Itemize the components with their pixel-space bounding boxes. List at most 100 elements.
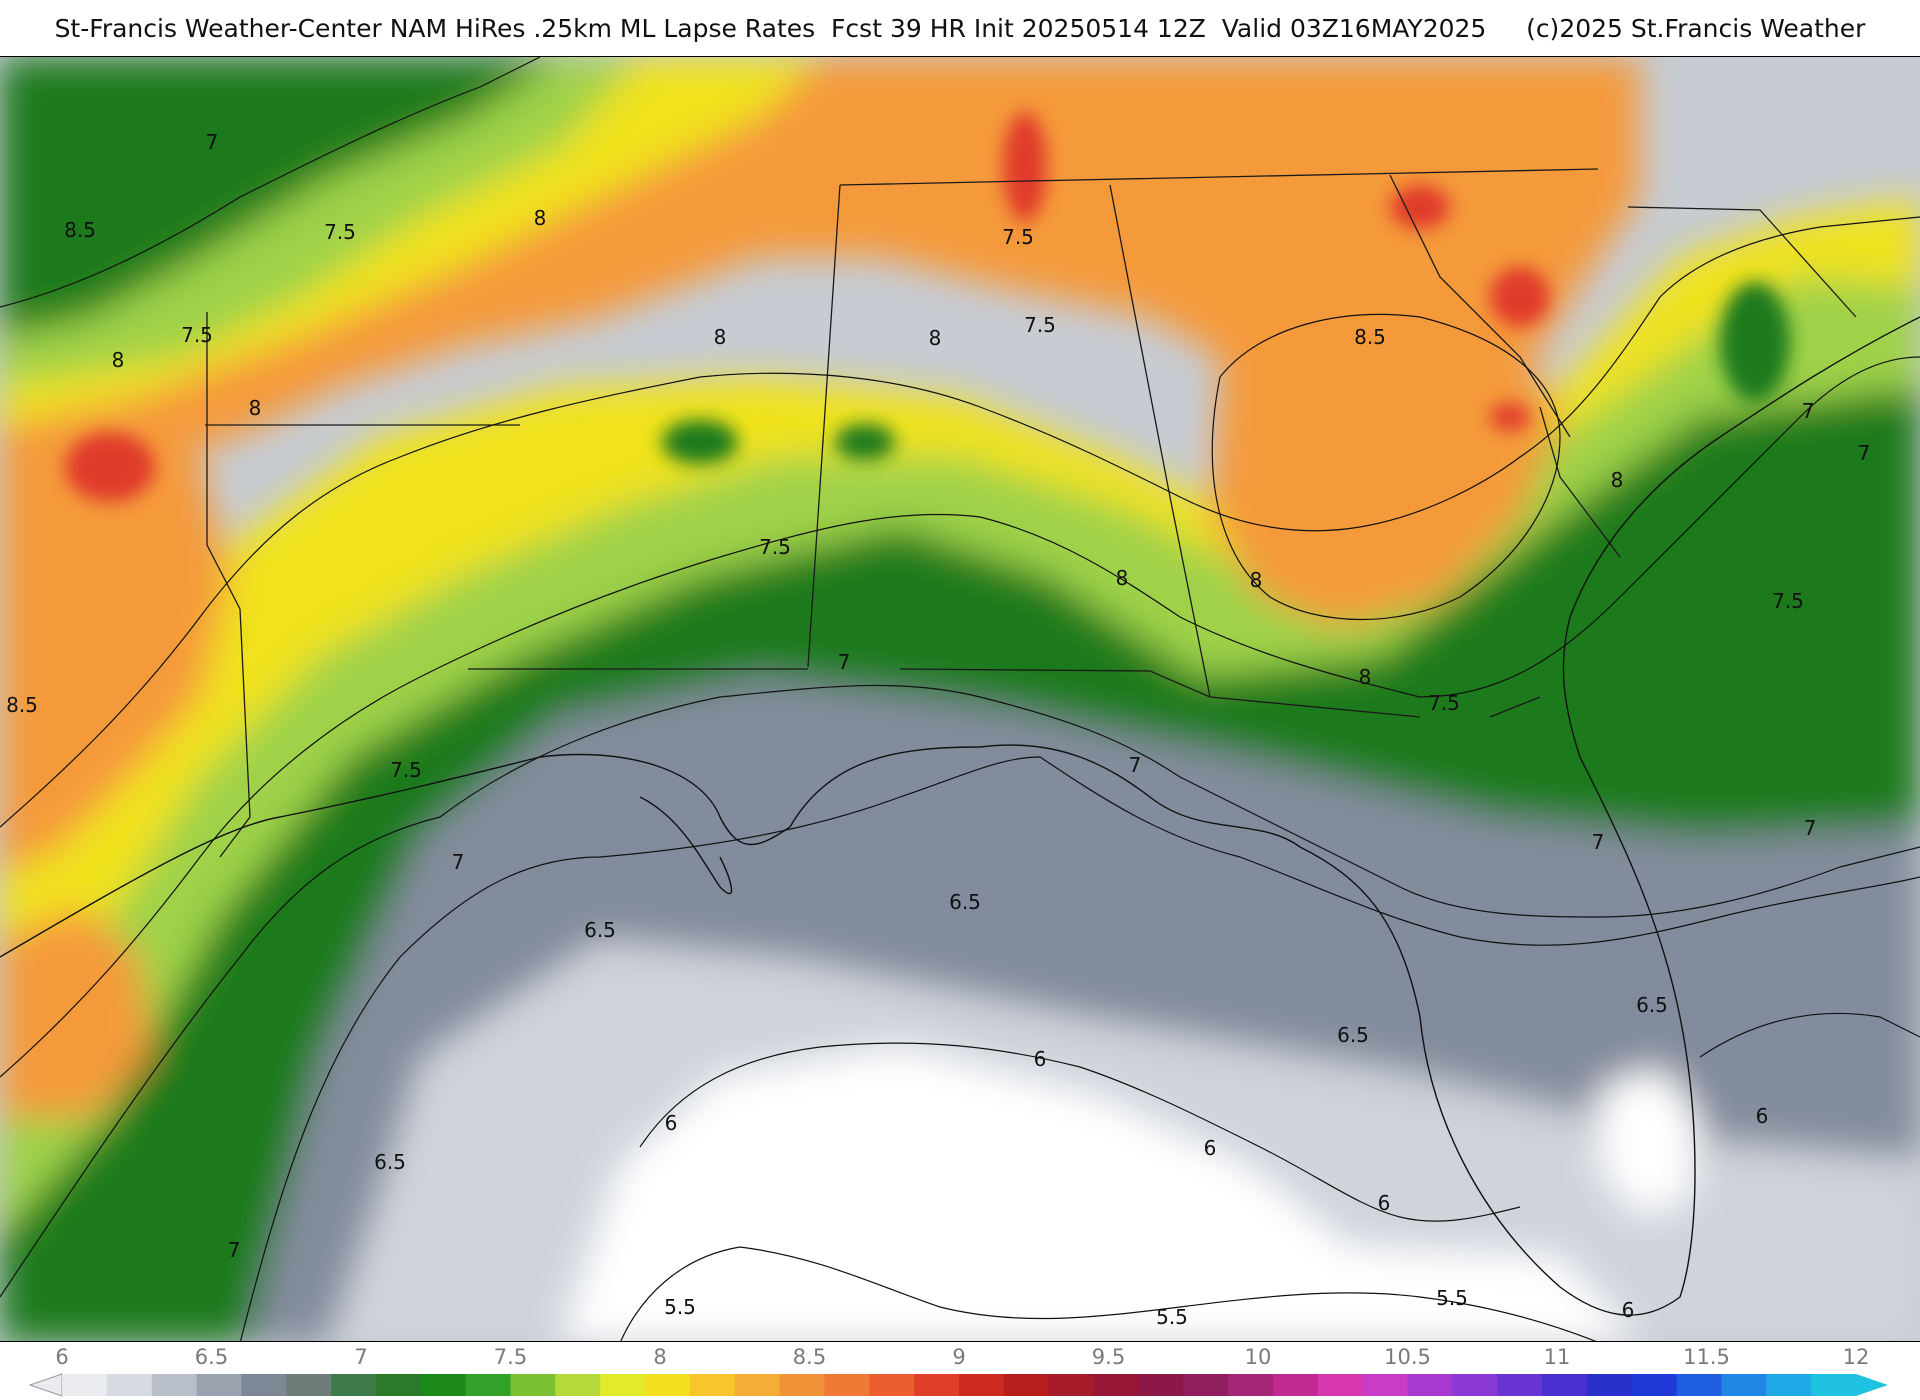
contour-label: 8	[929, 326, 942, 350]
border-north-lat	[839, 168, 1599, 186]
border-ms-east	[1109, 184, 1211, 698]
contour-8	[0, 216, 1920, 828]
colorbar-tick-label: 11.5	[1683, 1345, 1730, 1369]
max-tx	[65, 432, 155, 502]
contour-label: 7	[1858, 441, 1871, 465]
colorbar-step	[1317, 1374, 1364, 1396]
colorbar-step	[62, 1374, 108, 1396]
contour-label: 7	[452, 850, 465, 874]
colorbar-step	[1721, 1374, 1767, 1396]
contour-label: 6	[1756, 1104, 1769, 1128]
max-ky	[1003, 112, 1047, 222]
band-8	[0, 197, 1920, 1057]
lapse-rate-map: 7 7.5 8 8.5 7.5 8 8 8.5 8 8 7.5 7.5 7.5 8 8 8.5 8 7.5 7 7.5…	[0, 57, 1920, 1341]
green-blob-east	[1720, 282, 1790, 402]
band-8-5-west	[0, 397, 230, 877]
coastline	[0, 316, 1920, 1316]
contour-label: 7	[1592, 830, 1605, 854]
colorbar-legend: 6 6.5 7 7.5 8 8.5 9 9.5 10 10.5 11 11.5 12	[0, 1342, 1920, 1400]
contour-label: 6	[1622, 1298, 1635, 1322]
colorbar-step	[1586, 1374, 1633, 1396]
contour-label: 5.5	[1436, 1286, 1468, 1310]
contour-label: 8	[249, 396, 262, 420]
colorbar-step	[1407, 1374, 1453, 1396]
colorbar-step	[959, 1374, 1005, 1396]
contour-label: 6	[665, 1111, 678, 1135]
contour-label: 5.5	[1156, 1305, 1188, 1329]
colorbar-step	[1631, 1374, 1678, 1396]
colorbar	[28, 1373, 1888, 1397]
contour-label: 8	[1359, 665, 1372, 689]
contour-7-5	[0, 356, 1920, 1078]
contour-label: 6	[1378, 1191, 1391, 1215]
colorbar-step	[1138, 1374, 1184, 1396]
contour-label: 6.5	[584, 918, 616, 942]
colorbar-tick-label: 12	[1842, 1345, 1870, 1369]
colorbar-step	[689, 1374, 736, 1396]
colorbar-step	[555, 1374, 601, 1396]
border-al-fl	[899, 668, 1421, 718]
contour-label: 7.5	[1772, 589, 1804, 613]
border-ar-west	[206, 312, 241, 610]
contour-label: 7.5	[1024, 313, 1056, 337]
contour-label: 7.5	[759, 535, 791, 559]
green-blob-ms1	[662, 420, 738, 464]
contour-label: 7	[1129, 753, 1142, 777]
contour-label: 7	[228, 1238, 241, 1262]
contour-label: 6	[1034, 1047, 1047, 1071]
map-title: St-Francis Weather-Center NAM HiRes .25k…	[0, 0, 1920, 56]
border-ga-sc	[1539, 406, 1621, 558]
band-7-5-nw	[0, 57, 640, 387]
colorbar-step	[869, 1374, 915, 1396]
contour-label: 7	[1804, 816, 1817, 840]
colorbar-step	[465, 1374, 511, 1396]
colorbar-step	[331, 1374, 377, 1396]
colorbar-step	[1183, 1374, 1229, 1396]
colorbar-tick-label: 7.5	[493, 1345, 528, 1369]
colorbar-tick-label: 9.5	[1091, 1345, 1126, 1369]
colorbar-step	[1362, 1374, 1408, 1396]
max-ga	[1490, 403, 1530, 431]
colorbar-step	[241, 1374, 287, 1396]
contour-7	[0, 684, 1920, 1298]
contour-label: 6.5	[374, 1150, 406, 1174]
contour-label: 6.5	[1337, 1023, 1369, 1047]
band-5-5-fl	[1600, 1067, 1700, 1217]
band-8-5-southeast	[1210, 307, 1560, 627]
colorbar-step	[1228, 1374, 1274, 1396]
colorbar-step	[420, 1374, 467, 1396]
contour-label: 8	[714, 325, 727, 349]
colorbar-step	[510, 1374, 556, 1396]
colorbar-tick-label: 9	[952, 1345, 966, 1369]
contour-label: 6.5	[1636, 993, 1668, 1017]
contour-8-ga	[1211, 313, 1561, 621]
colorbar-tick-label: 10.5	[1384, 1345, 1431, 1369]
colorbar-step	[1542, 1374, 1588, 1396]
colorbar-step	[779, 1374, 825, 1396]
colorbar-step	[1003, 1374, 1050, 1396]
colorbar-tick-label: 11	[1543, 1345, 1571, 1369]
contour-label: 7.5	[324, 220, 356, 244]
colorbar-step	[1272, 1374, 1319, 1396]
contour-label: 5.5	[664, 1295, 696, 1319]
coast-la-delta	[639, 796, 733, 895]
colorbar-tick-label: 8.5	[792, 1345, 827, 1369]
contour-6-5	[239, 756, 1920, 1341]
colorbar-step	[645, 1374, 691, 1396]
colorbar-min-arrow	[28, 1373, 63, 1397]
title-left: St-Francis Weather-Center NAM HiRes .25k…	[54, 13, 1487, 43]
title-right: (c)2025 St.Francis Weather	[1526, 13, 1866, 43]
colorbar-max-arrow	[1856, 1374, 1888, 1396]
colorbar-tick-labels: 6 6.5 7 7.5 8 8.5 9 9.5 10 10.5 11 11.5 12	[0, 1342, 1920, 1372]
contour-7-nw	[0, 57, 541, 308]
band-8-5-tx-south	[0, 907, 150, 1117]
colorbar-step	[375, 1374, 422, 1396]
green-blob-ms2	[835, 424, 895, 460]
border-ms-al	[807, 184, 841, 668]
coast-gulf	[0, 316, 1920, 1316]
contour-label: 7.5	[1428, 691, 1460, 715]
contour-label: 7	[1802, 399, 1815, 423]
colorbar-step	[600, 1374, 646, 1396]
colorbar-step	[1766, 1374, 1812, 1396]
contour-label: 8	[1611, 468, 1624, 492]
